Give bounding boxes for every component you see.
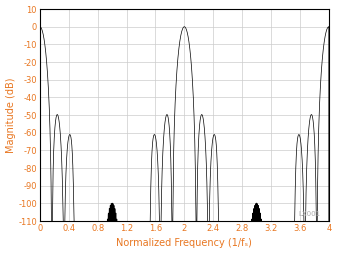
X-axis label: Normalized Frequency (1/fₛ): Normalized Frequency (1/fₛ) (116, 239, 252, 248)
Text: LX001: LX001 (298, 211, 320, 217)
Y-axis label: Magnitude (dB): Magnitude (dB) (5, 77, 16, 153)
